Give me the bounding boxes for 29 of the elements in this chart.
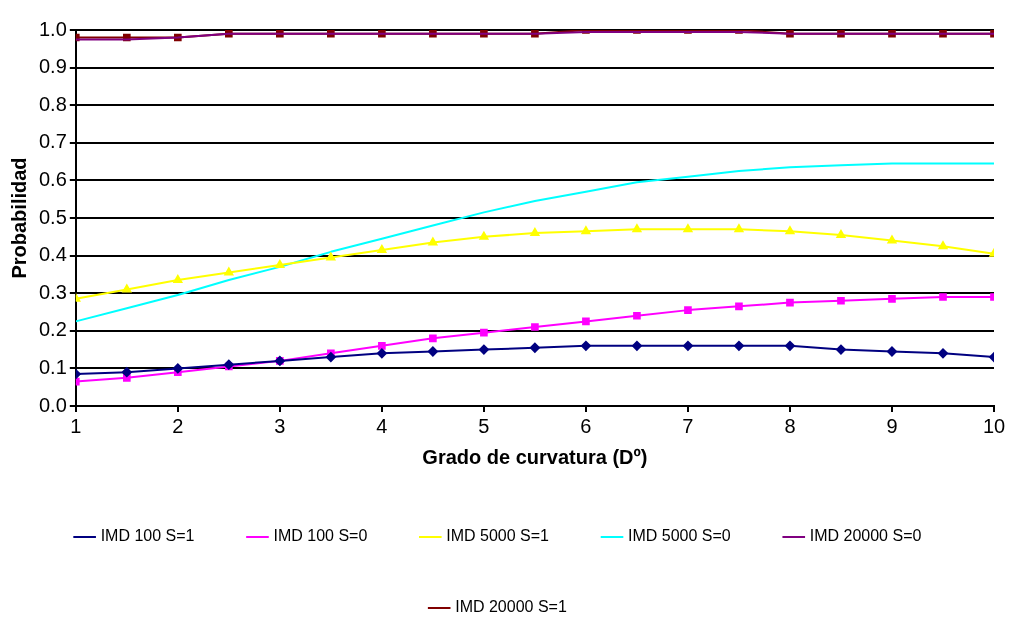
x-tick-label: 9 bbox=[886, 414, 898, 437]
legend-label: IMD 20000 S=1 bbox=[455, 598, 567, 616]
y-tick-label: 1.0 bbox=[38, 17, 67, 40]
x-tick-label: 6 bbox=[580, 414, 592, 437]
x-tick-label: 8 bbox=[784, 414, 796, 437]
y-axis-title: Probabilidad bbox=[7, 157, 30, 279]
y-tick-label: 0.1 bbox=[38, 355, 67, 378]
x-tick-label: 5 bbox=[478, 414, 490, 437]
y-tick-label: 0.4 bbox=[38, 243, 67, 266]
x-tick-label: 10 bbox=[982, 414, 1006, 437]
x-tick-label: 4 bbox=[376, 414, 388, 437]
legend-label: IMD 5000 S=1 bbox=[446, 527, 550, 545]
y-tick-label: 0.9 bbox=[38, 55, 67, 78]
x-tick-label: 3 bbox=[274, 414, 286, 437]
y-tick-label: 0.0 bbox=[38, 393, 67, 416]
legend-label: IMD 100 S=0 bbox=[273, 527, 368, 545]
y-tick-label: 0.6 bbox=[38, 167, 67, 190]
x-tick-label: 1 bbox=[70, 414, 82, 437]
y-tick-label: 0.7 bbox=[38, 130, 67, 153]
x-tick-label: 7 bbox=[682, 414, 694, 437]
y-tick-label: 0.8 bbox=[38, 92, 67, 115]
legend-label: IMD 20000 S=0 bbox=[809, 527, 922, 545]
y-tick-label: 0.5 bbox=[38, 205, 67, 228]
x-axis-title: Grado de curvatura (Dº) bbox=[422, 445, 648, 468]
y-tick-label: 0.2 bbox=[38, 318, 67, 341]
legend-label: IMD 100 S=1 bbox=[100, 527, 195, 545]
x-tick-label: 2 bbox=[172, 414, 184, 437]
legend-label: IMD 5000 S=0 bbox=[628, 527, 731, 545]
y-tick-label: 0.3 bbox=[38, 280, 67, 303]
